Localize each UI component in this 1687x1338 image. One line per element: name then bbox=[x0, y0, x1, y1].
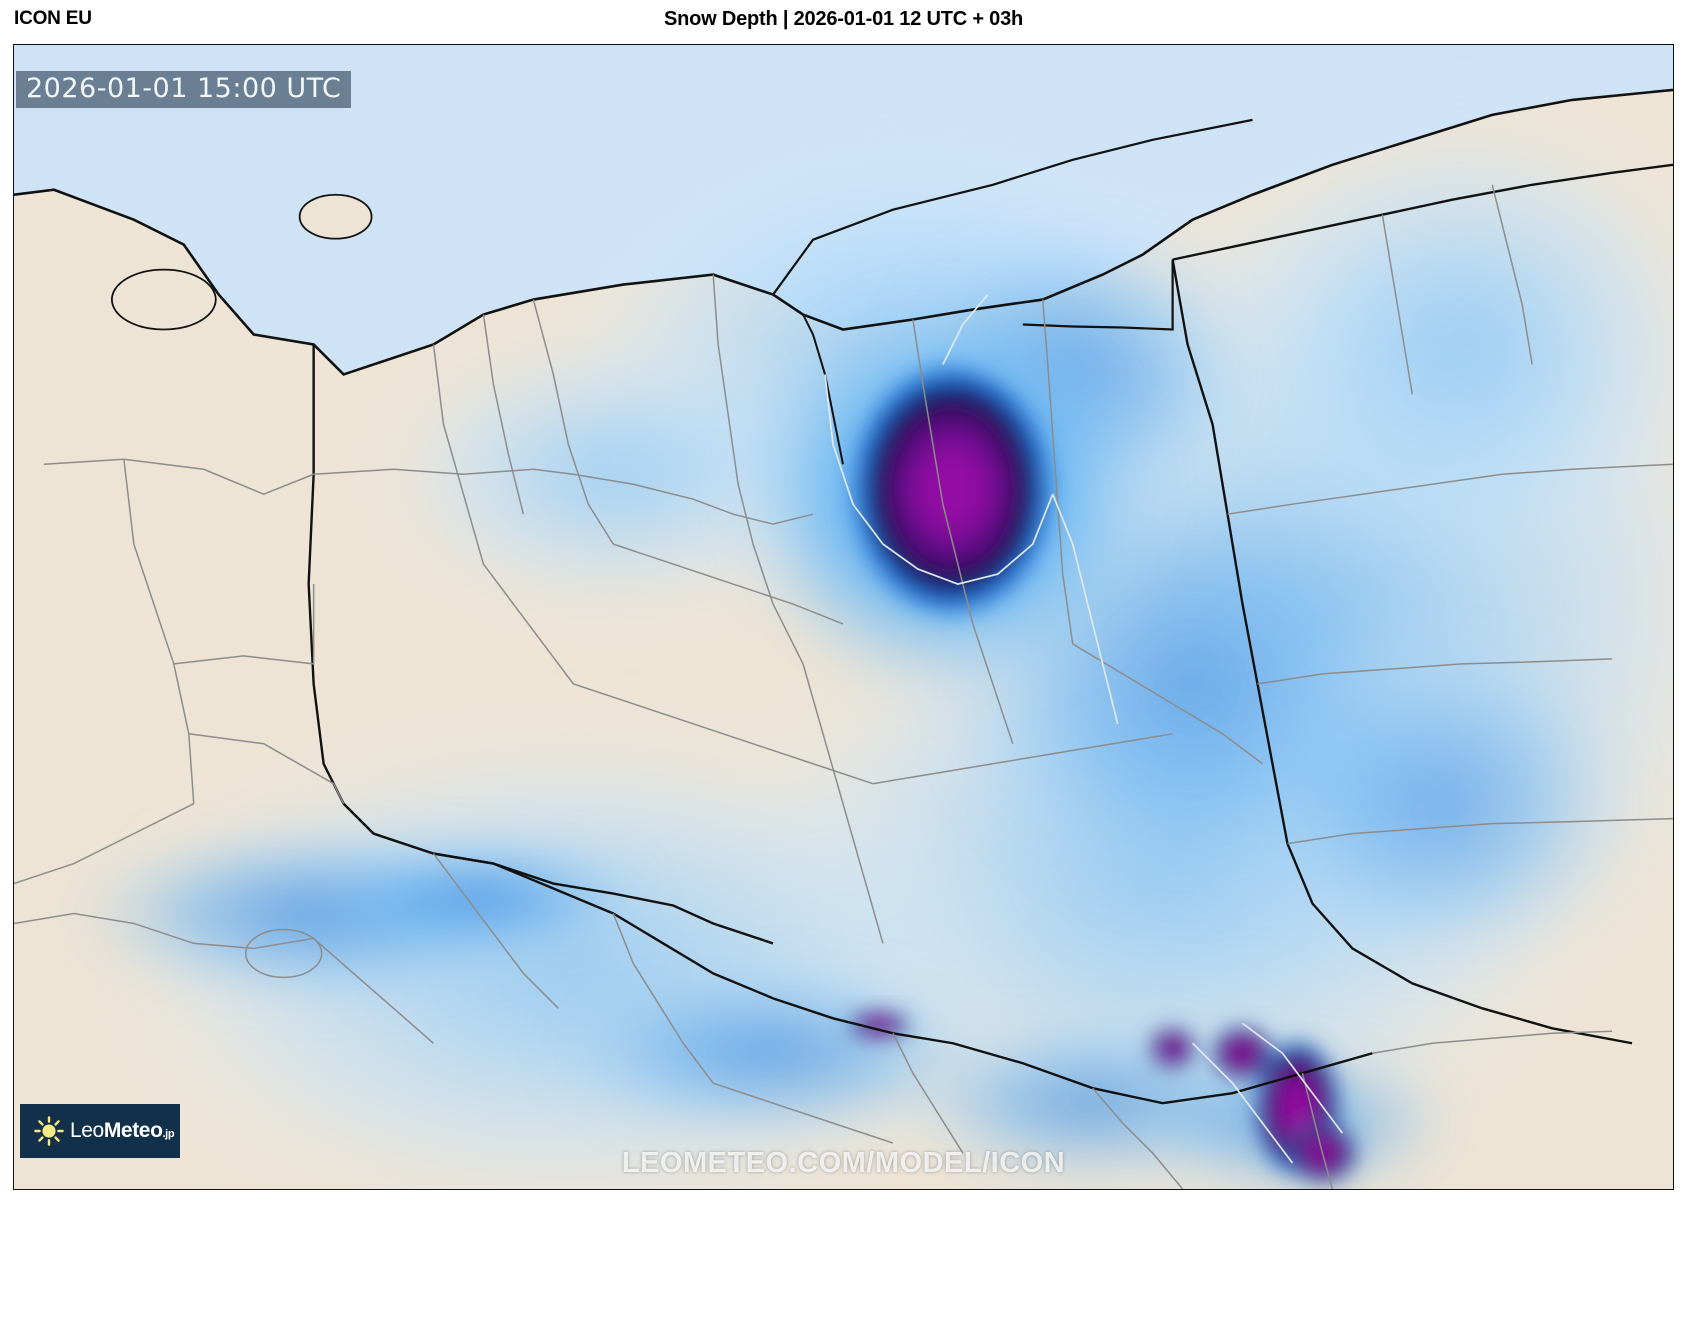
border-kaliningrad-east bbox=[1022, 259, 1174, 331]
border-lithuania-north bbox=[1172, 163, 1673, 261]
sun-icon bbox=[34, 1116, 64, 1146]
coastline-baltic-north bbox=[772, 118, 1253, 296]
model-label: ICON EU bbox=[14, 8, 92, 29]
snow-max-carpathian-4 bbox=[1150, 1028, 1195, 1069]
logo-name-bold: Meteo bbox=[103, 1119, 163, 1142]
regional-borders-grey bbox=[14, 184, 1673, 1189]
timestamp-badge: 2026-01-01 15:00 UTC bbox=[16, 71, 352, 108]
map-canvas: 2026-01-01 15:00 UTC LEOMETEO.COM/MODEL/… bbox=[14, 45, 1673, 1189]
snow-depth-field bbox=[63, 114, 1673, 1189]
page-footer: 0.00 cm 020406080100120140160180200 38.0… bbox=[0, 1190, 1687, 1338]
logo-tld: .jp bbox=[162, 1128, 175, 1140]
border-funen bbox=[110, 268, 217, 331]
page-header: ICON EU Snow Depth | 2026-01-01 12 UTC +… bbox=[0, 0, 1687, 44]
logo-wordmark: LeoMeteo.jp bbox=[70, 1119, 175, 1143]
weather-map[interactable]: 2026-01-01 15:00 UTC LEOMETEO.COM/MODEL/… bbox=[13, 44, 1674, 1190]
leometeo-logo[interactable]: LeoMeteo.jp bbox=[20, 1104, 180, 1158]
map-geometry-layer bbox=[14, 45, 1673, 1189]
rivers-layer bbox=[824, 294, 1344, 1164]
snow-ukraine-blue bbox=[1242, 633, 1643, 974]
snow-carpathian-west-blue bbox=[543, 963, 1003, 1144]
snow-max-carpathian-2 bbox=[1212, 1027, 1273, 1080]
border-zealand bbox=[298, 193, 373, 240]
snow-sudetes-blue bbox=[313, 838, 654, 959]
snow-maximum-core bbox=[851, 364, 1053, 616]
border-czech-slovakia-south bbox=[342, 802, 1373, 1105]
snow-baltic-broad bbox=[1202, 114, 1673, 575]
borders-layer bbox=[14, 88, 1673, 1189]
snow-max-tatra-small bbox=[848, 1012, 909, 1039]
island-zealand bbox=[299, 194, 372, 239]
border-belarus-ukraine bbox=[1171, 259, 1633, 1045]
page-title: Snow Depth | 2026-01-01 12 UTC + 03h bbox=[663, 8, 1024, 30]
logo-name-light: Leo bbox=[70, 1119, 104, 1142]
coastline bbox=[14, 88, 1673, 376]
island-funen bbox=[111, 269, 216, 330]
